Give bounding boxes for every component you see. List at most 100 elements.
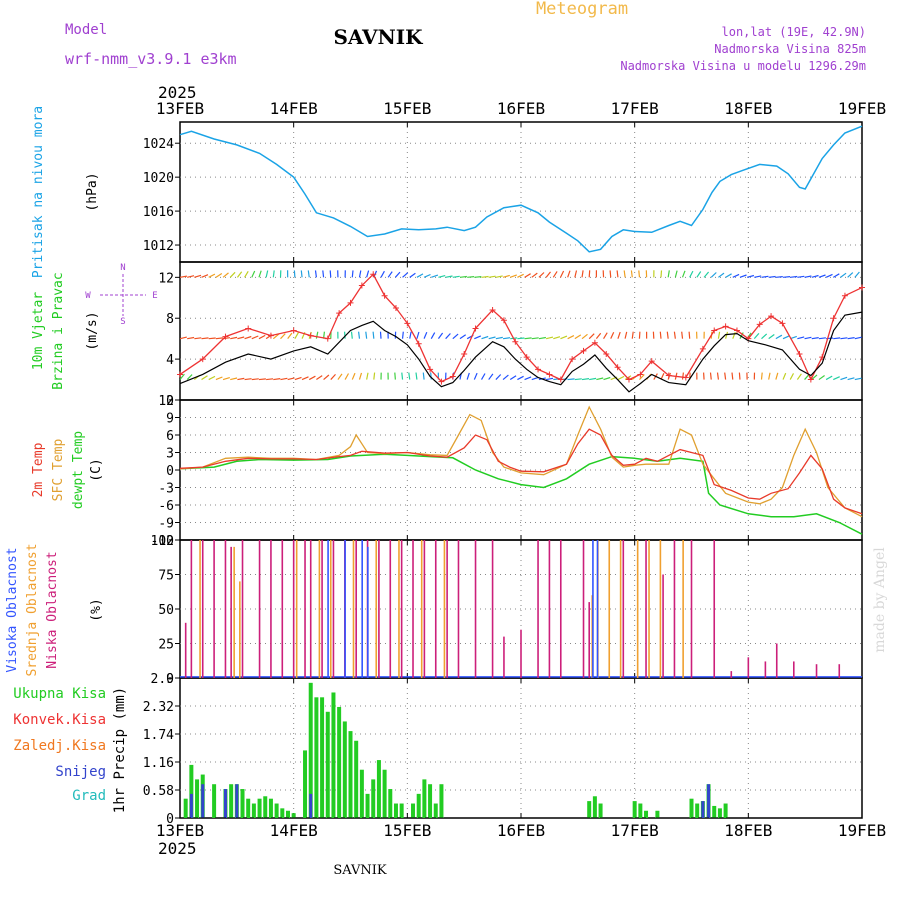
compass-n: N [120,263,125,273]
precip-bar-total [388,789,393,818]
y-tick-label-wind: 8 [166,312,174,327]
wind-barb [179,336,187,340]
y-tick-label-temperature: -3 [158,482,174,497]
temp-axis-title-1: SFC Temp [51,439,66,502]
wind-barb [517,337,525,340]
wind-barb [552,271,558,278]
wind-barb [797,275,805,278]
wind-barb [567,335,575,340]
y-tick-label-precip: 1.74 [143,728,174,743]
wind-barb [825,273,833,278]
y-tick-label-temperature: 3 [166,447,174,462]
precip-bar-total [320,697,325,818]
wind-barb [409,272,416,278]
precip-bar-total [359,769,364,818]
precip-bar-total [382,769,387,818]
wind-barb [258,270,262,278]
wind-gust-marker [336,310,343,317]
wind-gust-marker [199,356,206,363]
y-tick-label-pressure: 1012 [143,239,174,254]
wind-barb [194,337,202,340]
wind-barb [502,337,511,340]
precip-bar-total [655,810,660,818]
wind-barb [696,271,702,278]
wind-barb [208,273,216,278]
wind-barb [430,332,436,339]
wind-barb [847,272,854,278]
wind-barb [639,374,645,380]
precip-bar-total [303,750,308,818]
cloud-axis-title-1: Srednja Oblacnost [25,543,40,676]
mslp-line [179,125,863,253]
wind-barb [524,337,532,340]
precip-bar-total [240,789,245,818]
time-label-bottom: 16FEB [497,821,545,840]
wind-barb [401,331,404,339]
wind-barb [314,270,317,278]
precip-bar-total [189,764,194,818]
precip-legend-0: Ukupna Kisa [13,686,106,702]
wind-barb [768,372,771,380]
precip-bar-total [263,796,268,818]
wind-barb [265,270,269,278]
wind-barb [545,336,554,340]
wind-gust-marker [500,317,507,324]
wind-barb [358,331,361,339]
wind-barb [294,376,302,381]
precip-bar-total [183,798,188,818]
wind-barb [581,270,584,278]
wind-gust-marker [569,356,576,363]
wind-barb [609,270,612,278]
wind-gust-marker [415,340,422,347]
wind-barb [459,275,467,278]
wind-gust-marker [637,371,644,378]
wind-barb [553,336,561,340]
wind-gust-marker [648,358,655,365]
wind-barb [244,335,252,340]
wind-barb [588,333,595,340]
wind-gust-marker [557,376,564,383]
wind-barb [445,275,453,278]
wind-barb [746,274,755,278]
wind-barb [854,336,862,340]
wind-barb [667,270,670,278]
wind-barb [782,276,791,278]
precip-bar-snow [701,801,705,818]
y-tick-label-wind: 12 [158,271,174,286]
wind-barb [344,331,346,339]
y-tick-label-temperature: 12 [158,394,174,409]
time-label-top: 17FEB [611,99,659,118]
wind-barb [373,372,376,380]
wind-barb [610,332,615,339]
wind-barb [725,273,732,278]
wind-barb [811,274,819,278]
wind-gust-marker [546,371,553,378]
wind-barb [731,372,734,380]
wind-gust-marker [603,351,610,357]
wind-barb [517,375,524,381]
wind-barb [330,373,336,380]
wind-barb [287,332,293,340]
wind-barb [818,274,826,278]
wind-barb [689,270,694,278]
cloud-axis-title-0: Visoka Oblacnost [5,547,20,672]
wind-barb [718,272,725,278]
wind-barb [732,273,740,278]
y-tick-label-precip: 2.32 [143,700,174,715]
model-label: Model [65,22,107,38]
precip-bar-snow [189,793,193,818]
precip-unit: 1hr Precip (mm) [112,687,128,813]
wind-barb [753,333,760,340]
wind-axis-title: 10m Vjetar [31,292,46,370]
wind-barb [531,272,538,278]
wind-barb [416,331,420,339]
precip-bar-total [433,803,438,818]
time-label-bottom: 17FEB [611,821,659,840]
wind-barb [222,272,229,278]
wind-gust-marker [756,321,763,328]
precip-legend-1: Konvek.Kisa [13,712,106,728]
wind-barb [272,270,275,278]
wind-barb [402,272,409,278]
wind-barb [301,376,309,381]
